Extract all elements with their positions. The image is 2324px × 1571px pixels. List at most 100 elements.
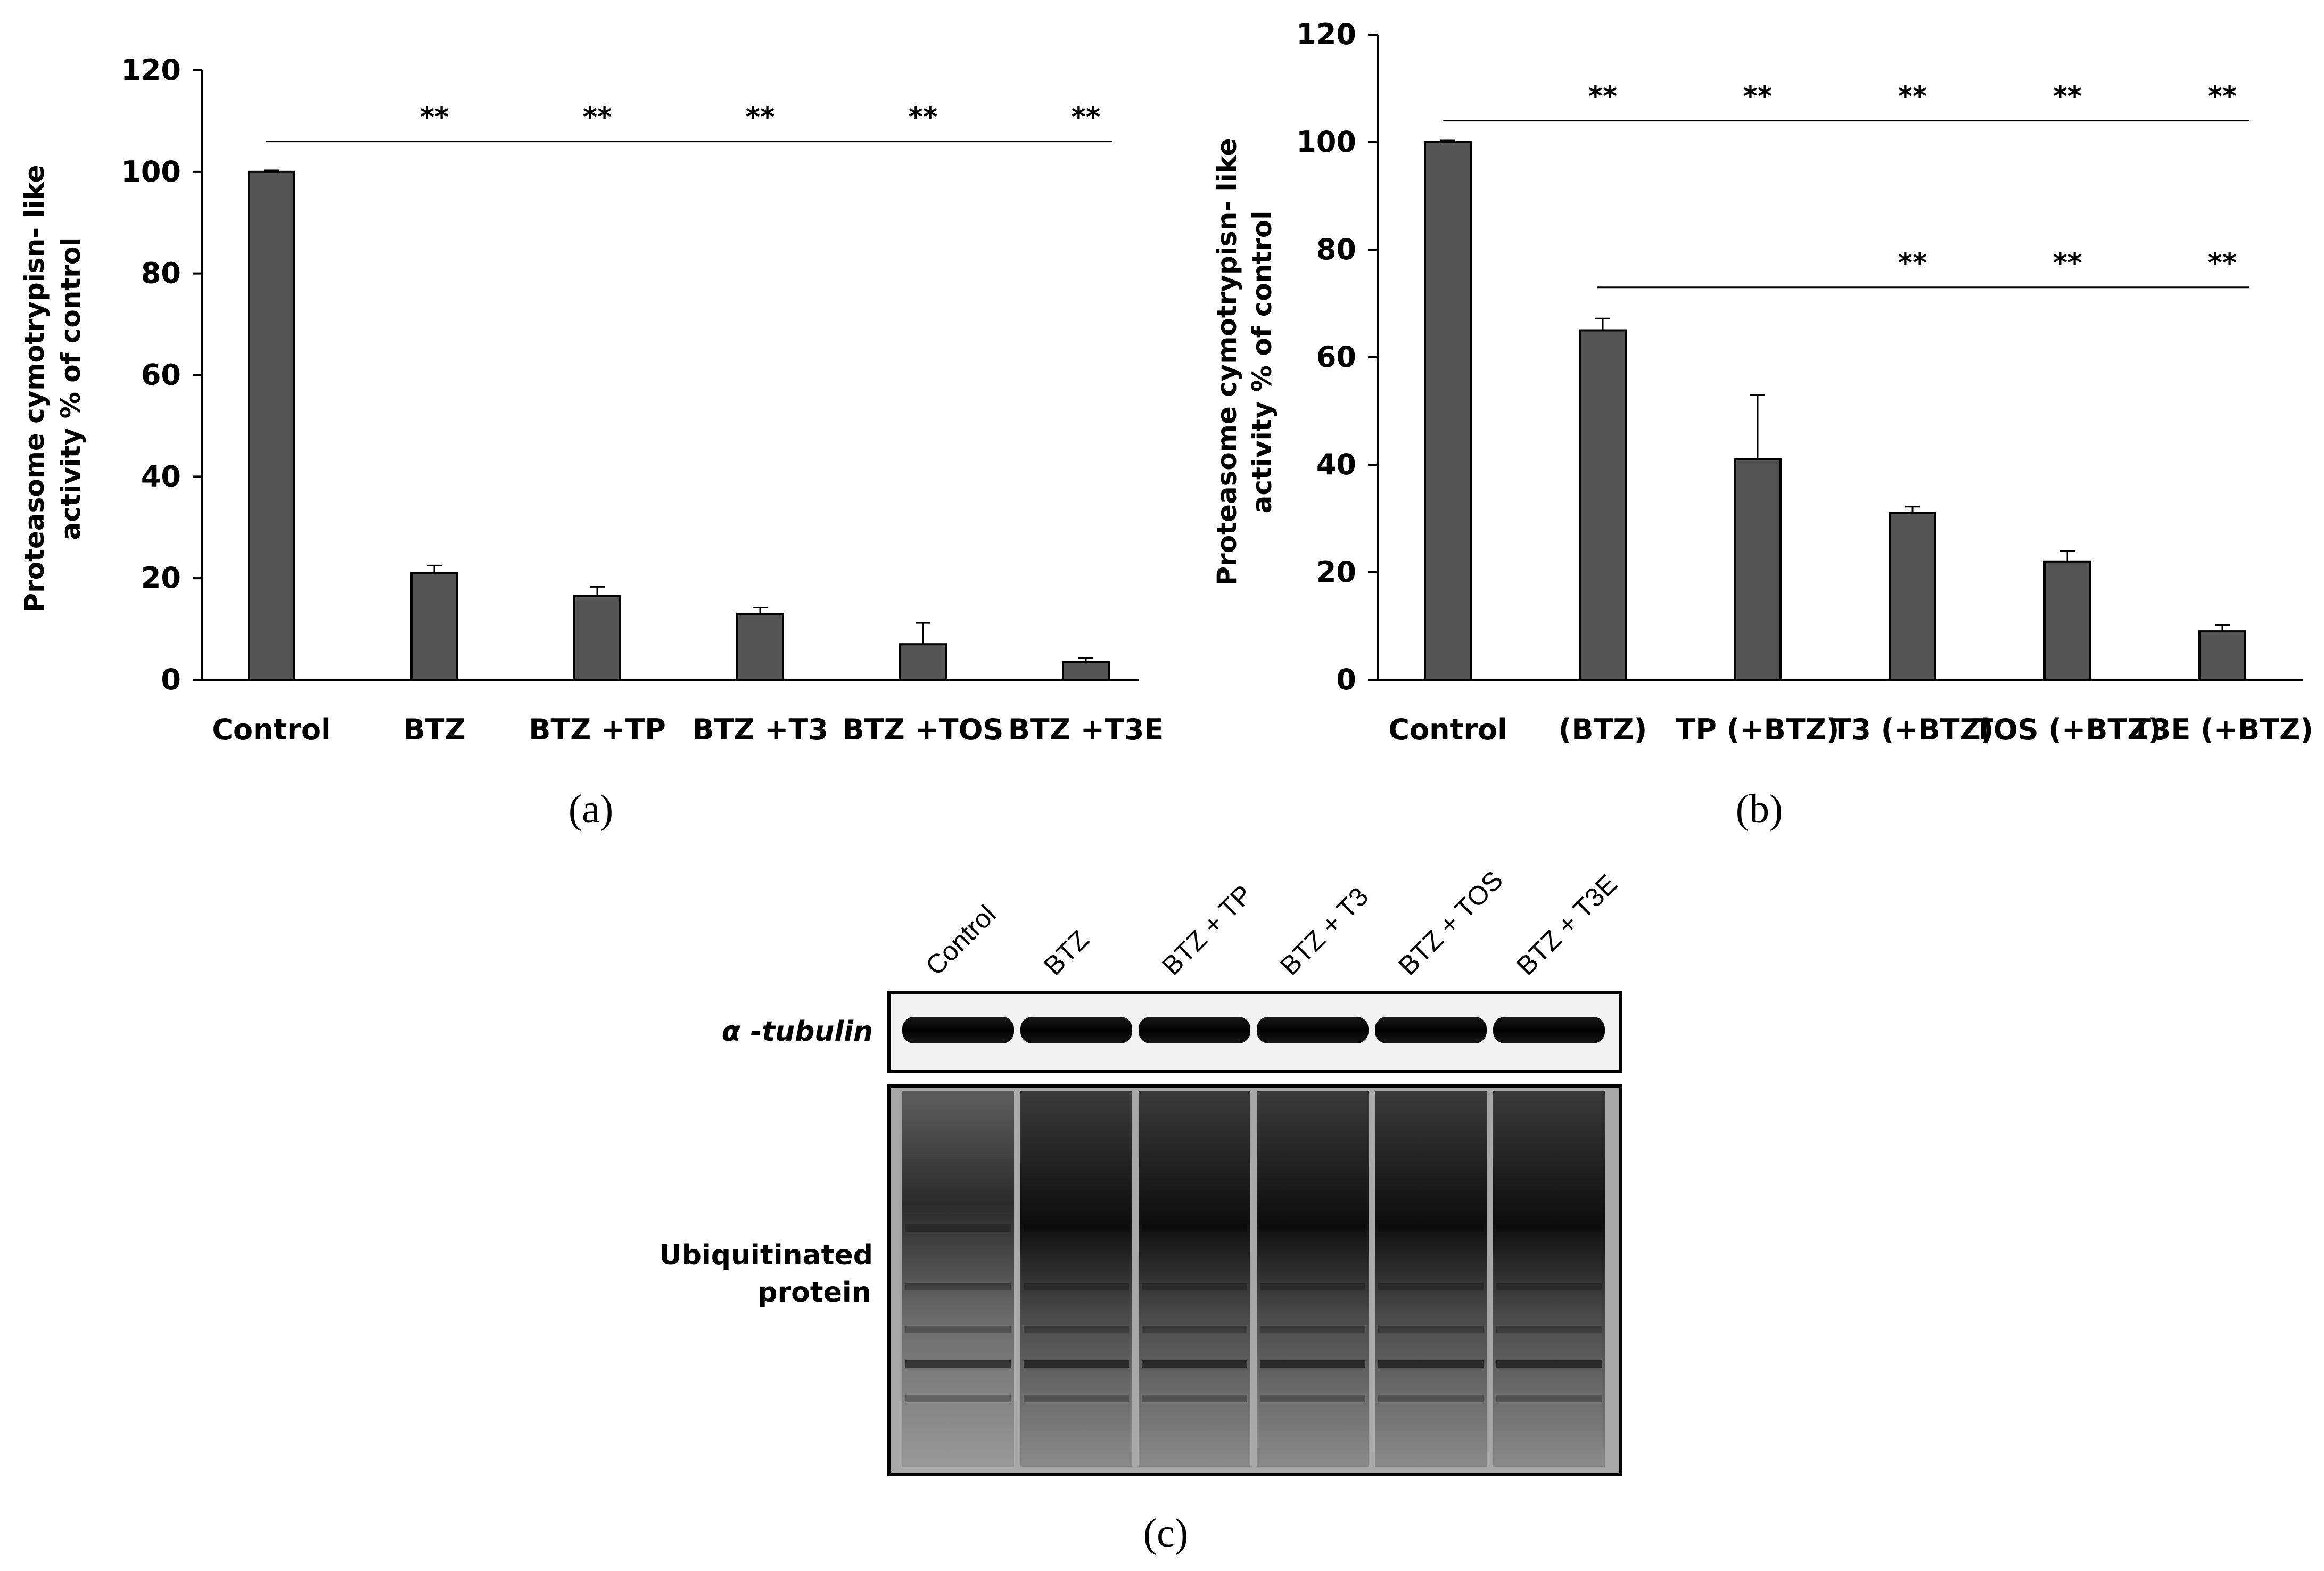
significance-mark: **: [1072, 102, 1100, 134]
lane-labels: Control BTZ BTZ + TP BTZ + T3 BTZ + TOS BTZ +…: [920, 865, 1623, 981]
tubulin-band: [1139, 1017, 1250, 1043]
ubiquitin-band: [1378, 1283, 1484, 1290]
ubiquitin-band: [905, 1360, 1011, 1368]
bars-b: [1424, 141, 2246, 681]
y-tick-label: 80: [141, 257, 181, 290]
y-tick-label: 40: [141, 459, 181, 493]
ubiquitin-band: [905, 1283, 1011, 1290]
error-bars-b: [1440, 139, 2230, 632]
bar: [1062, 661, 1110, 681]
x-tick-label: BTZ +TOS: [843, 713, 1004, 746]
ubiquitin-band: [1496, 1360, 1602, 1368]
ubiquitin-lanes: [902, 1091, 1605, 1467]
tubulin-band: [1375, 1017, 1487, 1043]
panel-label-b: (b): [1736, 787, 1783, 832]
y-tick-label: 80: [1316, 233, 1356, 266]
bar: [899, 643, 947, 681]
ubiquitin-band: [1260, 1360, 1365, 1368]
x-tick-label: (BTZ): [1559, 713, 1647, 746]
x-tick-label: T3E (+BTZ): [2131, 713, 2313, 746]
tubulin-band: [1020, 1017, 1132, 1043]
tubulin-bands: [902, 1017, 1605, 1043]
x-tick-label: BTZ: [403, 713, 465, 746]
significance-mark: **: [1743, 81, 1772, 113]
x-tick-label: Control: [1388, 713, 1507, 746]
y-tick-label: 20: [141, 561, 181, 595]
western-blot: Control BTZ BTZ + TP BTZ + T3 BTZ + TOS BTZ +…: [660, 865, 1623, 1476]
x-tick-label: BTZ +T3: [692, 713, 828, 746]
ubiquitin-band: [1142, 1283, 1247, 1290]
ubiquitin-band: [1496, 1326, 1602, 1333]
panel-label-a: (a): [568, 787, 613, 832]
y-tick-label: 120: [1296, 18, 1356, 51]
x-tick-label: TP (+BTZ): [1676, 713, 1840, 746]
y-axis-label-a-line2: activity % of control: [55, 237, 86, 540]
significance-mark: **: [2208, 248, 2237, 279]
x-tick-label: BTZ +T3E: [1008, 713, 1164, 746]
ubiquitin-band: [1024, 1395, 1129, 1402]
bar: [1889, 512, 1936, 681]
significance-mark: **: [583, 102, 612, 134]
y-axis-label-b-line1: Proteasome cymotrypisn- like: [1212, 138, 1242, 586]
tubulin-band: [1493, 1017, 1605, 1043]
x-tick-label: TOS (+BTZ): [1974, 713, 2161, 746]
ubiquitin-band: [1260, 1283, 1365, 1290]
ubiquitin-smear: [1493, 1091, 1605, 1467]
ubiquitin-band: [1024, 1224, 1129, 1232]
ubiquitin-band: [1496, 1395, 1602, 1402]
ubiquitin-band: [1378, 1395, 1484, 1402]
lane-label: BTZ + TP: [1156, 879, 1258, 981]
significance-mark: **: [1588, 81, 1617, 113]
significance-mark: **: [746, 102, 774, 134]
lane-label: Control: [920, 899, 1002, 981]
y-ticks-a: 0 20 40 60 80 100 120: [121, 53, 202, 696]
ubiquitin-band: [1260, 1224, 1365, 1232]
y-tick-label: 120: [121, 53, 181, 87]
lane-label: BTZ + T3: [1274, 881, 1374, 981]
ubiquitin-band: [1024, 1360, 1129, 1368]
ubiquitin-band: [1260, 1326, 1365, 1333]
ubiquitin-band: [1142, 1360, 1247, 1368]
y-tick-label: 100: [1296, 125, 1356, 159]
ubiquitin-smear: [1139, 1091, 1250, 1467]
y-axis-label-b-line2: activity % of control: [1247, 211, 1278, 514]
ubiquitin-band: [1378, 1326, 1484, 1333]
y-axis-label-a-line1: Proteasome cymotrypisn- like: [19, 164, 50, 612]
x-ticks-a: Control BTZ BTZ +TP BTZ +T3 BTZ +TOS BTZ +T3E: [212, 713, 1164, 746]
ubiquitin-band: [905, 1326, 1011, 1333]
bar: [573, 595, 621, 681]
ubiquitin-band: [905, 1224, 1011, 1232]
ubiquitin-band: [1260, 1395, 1365, 1402]
y-tick-label: 0: [161, 663, 181, 696]
ubiquitin-label-line2: protein: [757, 1277, 871, 1309]
panel-label-c: (c): [1143, 1511, 1188, 1556]
significance-mark: **: [2053, 248, 2082, 279]
y-tick-label: 40: [1316, 448, 1356, 481]
significance-mark: **: [1898, 248, 1927, 279]
lane-label: BTZ: [1038, 924, 1094, 981]
tubulin-band: [902, 1017, 1014, 1043]
lane-label: BTZ + T3E: [1511, 869, 1623, 981]
bar: [2043, 560, 2091, 681]
y-tick-label: 100: [121, 155, 181, 188]
y-tick-label: 60: [1316, 340, 1356, 374]
ubiquitin-label-line1: Ubiquitinated: [660, 1239, 873, 1271]
bar: [248, 170, 295, 681]
tubulin-band: [1257, 1017, 1369, 1043]
bar: [1579, 329, 1627, 681]
ubiquitin-band: [1496, 1283, 1602, 1290]
ubiquitin-smear: [1020, 1091, 1132, 1467]
tubulin-label: α -tubulin: [722, 1016, 873, 1048]
bar: [410, 572, 458, 681]
ubiquitin-smear: [902, 1091, 1014, 1467]
ubiquitin-band: [1142, 1395, 1247, 1402]
ubiquitin-smear: [1257, 1091, 1369, 1467]
x-tick-label: BTZ +TP: [529, 713, 666, 746]
bar: [1424, 141, 1472, 681]
chart-panel-a: 0 20 40 60 80 100 120 Control BTZ BTZ +TP BTZ +T3…: [19, 53, 1164, 746]
ubiquitin-band: [905, 1395, 1011, 1402]
ubiquitin-band: [1024, 1283, 1129, 1290]
significance-mark: **: [420, 102, 449, 134]
bar: [2198, 630, 2246, 681]
